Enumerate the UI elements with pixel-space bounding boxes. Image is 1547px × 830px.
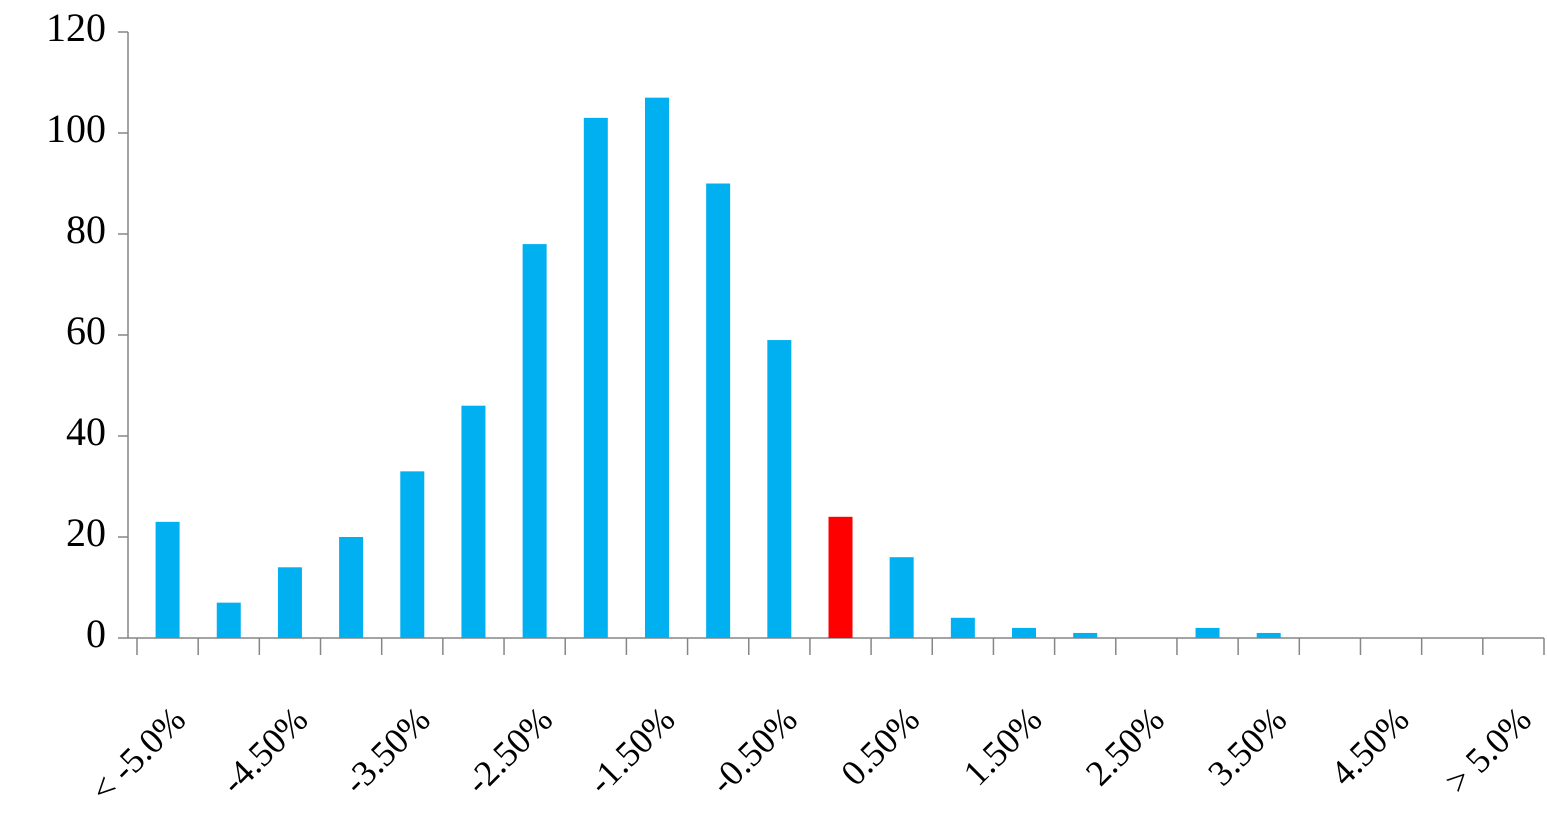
bar — [706, 183, 731, 638]
bar — [400, 471, 425, 638]
bar — [644, 97, 669, 638]
bar — [1073, 632, 1098, 638]
bar — [1256, 632, 1281, 638]
y-tick-label: 20 — [66, 510, 106, 555]
bar — [1012, 627, 1037, 638]
bar — [339, 537, 364, 638]
bar — [1195, 627, 1220, 638]
y-tick-label: 100 — [46, 106, 106, 151]
x-tick-label: -2.50% — [458, 699, 561, 802]
x-tick-label: 4.50% — [1323, 699, 1417, 793]
y-tick-label: 80 — [66, 207, 106, 252]
bar — [583, 117, 608, 639]
x-tick-label: 1.50% — [955, 699, 1049, 793]
y-tick-label: 120 — [46, 5, 106, 50]
bar — [889, 557, 914, 638]
bar — [155, 521, 180, 638]
x-tick-label: 2.50% — [1078, 699, 1172, 793]
bar — [767, 340, 792, 638]
y-tick-label: 0 — [86, 611, 106, 656]
x-tick-label: -3.50% — [335, 699, 438, 802]
x-tick-label: 0.50% — [833, 699, 927, 793]
bar — [216, 602, 241, 638]
bar — [828, 516, 853, 638]
x-tick-label: -1.50% — [580, 699, 683, 802]
bar — [277, 567, 302, 638]
x-tick-label: -4.50% — [213, 699, 316, 802]
bar — [950, 617, 975, 638]
x-tick-label: -0.50% — [702, 699, 805, 802]
bar — [461, 405, 486, 638]
x-tick-label: 3.50% — [1200, 699, 1294, 793]
x-tick-label: < -5.0% — [83, 699, 194, 810]
x-tick-label: > 5.0% — [1437, 699, 1539, 801]
y-tick-label: 60 — [66, 308, 106, 353]
bar — [522, 244, 547, 638]
y-tick-label: 40 — [66, 409, 106, 454]
